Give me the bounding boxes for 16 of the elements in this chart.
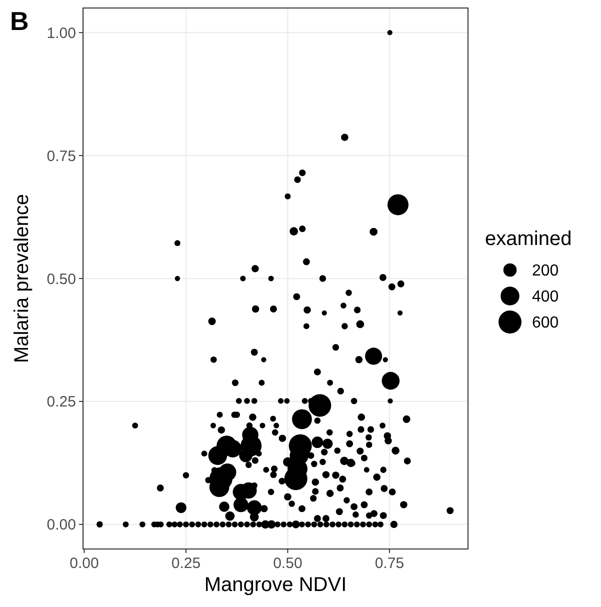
text: B — [10, 6, 29, 36]
y-tick-label: 0.25 — [46, 394, 76, 411]
y-axis-title: Malaria prevalence — [11, 194, 33, 363]
x-axis-title: Mangrove NDVI — [204, 574, 347, 596]
y-tick-label: 1.00 — [46, 24, 76, 42]
y-tick-label: 0.50 — [46, 270, 76, 288]
y-tick-label: 0.00 — [46, 516, 76, 534]
legend-label: 400 — [532, 288, 559, 306]
legend-title: examined — [485, 228, 572, 250]
x-tick-label: 0.00 — [70, 555, 99, 572]
x-tick-label: 0.50 — [273, 555, 302, 572]
x-tick-label: 0.25 — [171, 555, 201, 572]
legend-label: 200 — [532, 262, 559, 280]
y-tick-label: 0.75 — [46, 148, 76, 165]
x-tick-label: 0.75 — [374, 555, 404, 572]
legend-label: 600 — [532, 314, 559, 332]
